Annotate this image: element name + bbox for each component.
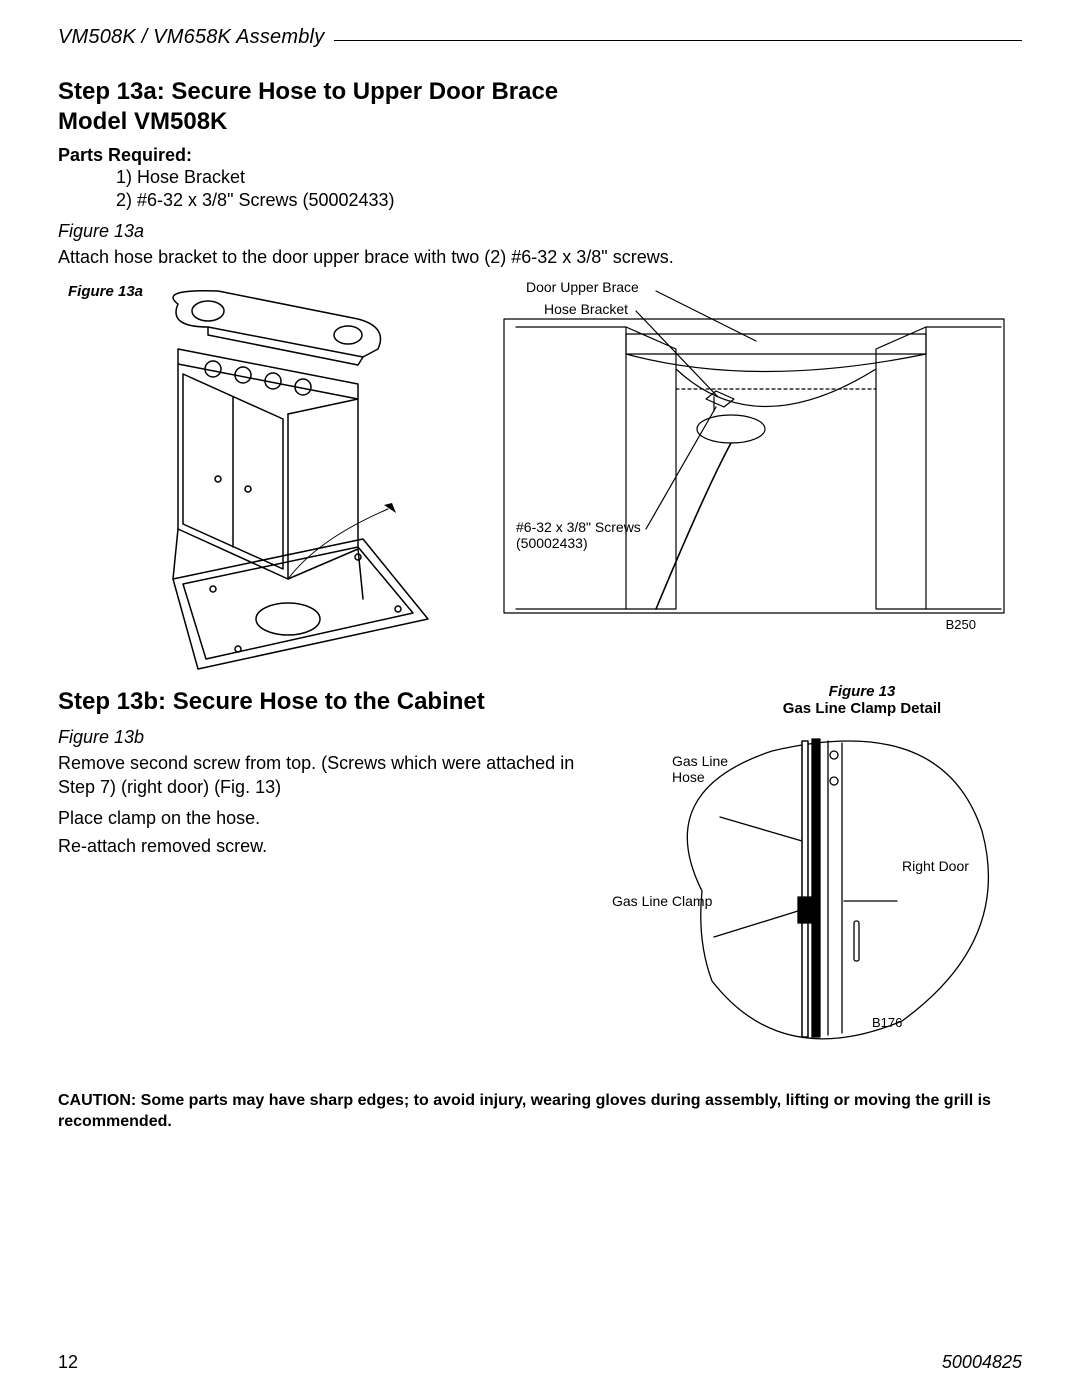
callout-screws-line2: (50002433) xyxy=(516,535,588,551)
figure-13-id: B176 xyxy=(872,1015,902,1030)
callout-hose-bracket: Hose Bracket xyxy=(544,301,628,317)
parts-list: 1) Hose Bracket 2) #6-32 x 3/8" Screws (… xyxy=(116,166,1022,211)
header-title: VM508K / VM658K Assembly xyxy=(58,26,324,49)
figure-13a-row: Figure 13a xyxy=(58,279,1022,679)
part-2: 2) #6-32 x 3/8" Screws (50002433) xyxy=(116,189,1022,212)
figure-13a-inner-label: Figure 13a xyxy=(68,283,143,300)
page-header: VM508K / VM658K Assembly xyxy=(58,26,1022,49)
document-number: 50004825 xyxy=(942,1352,1022,1373)
page: VM508K / VM658K Assembly Step 13a: Secur… xyxy=(0,0,1080,1397)
figure-13-label: Figure 13 xyxy=(702,683,1022,700)
hose-bracket-detail-drawing xyxy=(496,279,1016,679)
callout-right-door: Right Door xyxy=(902,858,969,874)
figure-13a-ref: Figure 13a xyxy=(58,221,1022,242)
figure-13a-left: Figure 13a xyxy=(58,279,478,679)
callout-gas-line-l2: Hose xyxy=(672,769,705,785)
step-13a-title: Step 13a: Secure Hose to Upper Door Brac… xyxy=(58,77,1022,137)
parts-required-label: Parts Required: xyxy=(58,145,1022,166)
figure-13-subtitle: Gas Line Clamp Detail xyxy=(702,700,1022,717)
callout-gas-line-clamp: Gas Line Clamp xyxy=(612,893,712,909)
caution-text: CAUTION: Some parts may have sharp edges… xyxy=(58,1091,1022,1133)
figure-13a-id: B250 xyxy=(946,617,976,632)
header-rule xyxy=(334,40,1022,41)
page-footer: 12 50004825 xyxy=(58,1352,1022,1373)
figure-13b-ref: Figure 13b xyxy=(58,727,622,748)
step-13a-instruction: Attach hose bracket to the door upper br… xyxy=(58,246,1022,269)
step-13b-instr2: Place clamp on the hose. xyxy=(58,807,622,830)
page-number: 12 xyxy=(58,1352,78,1373)
callout-screws-line1: #6-32 x 3/8" Screws xyxy=(516,519,641,535)
step-13b-title: Step 13b: Secure Hose to the Cabinet xyxy=(58,687,622,717)
step-13a-title-line2: Model VM508K xyxy=(58,107,1022,137)
figure-13a-right: Door Upper Brace Hose Bracket #6-32 x 3/… xyxy=(496,279,1016,679)
part-1: 1) Hose Bracket xyxy=(116,166,1022,189)
figure-13: Figure 13 Gas Line Clamp Detail Gas Line… xyxy=(642,683,1022,1051)
callout-gas-line-l1: Gas Line xyxy=(672,753,728,769)
callout-door-upper-brace: Door Upper Brace xyxy=(526,279,639,295)
step-13b-instr3: Re-attach removed screw. xyxy=(58,835,622,858)
step-13a-title-line1: Step 13a: Secure Hose to Upper Door Brac… xyxy=(58,77,1022,107)
step-13b-instr1: Remove second screw from top. (Screws wh… xyxy=(58,752,598,799)
grill-iso-drawing xyxy=(58,279,478,679)
